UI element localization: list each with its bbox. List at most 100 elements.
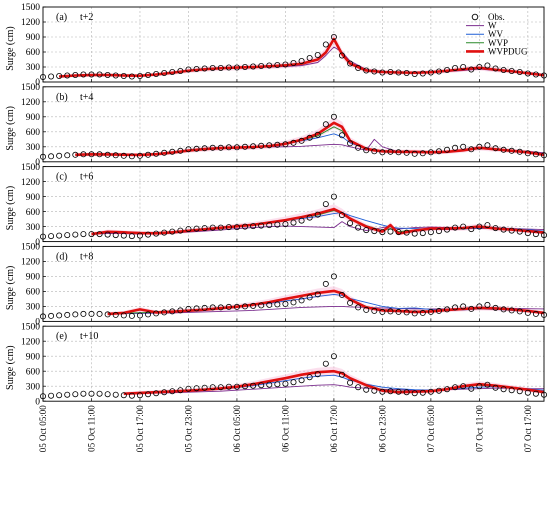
obs-point — [258, 222, 265, 229]
obs-point — [136, 392, 143, 399]
obs-point — [56, 73, 63, 80]
obs-point — [233, 383, 240, 390]
obs-point — [532, 310, 539, 317]
y-axis-label: Surge (cm) — [5, 106, 16, 151]
obs-point — [355, 144, 362, 151]
obs-point — [395, 229, 402, 236]
series-line-w — [123, 384, 544, 395]
obs-point — [128, 73, 135, 80]
x-tick-label: 07 Oct 05:00 — [426, 405, 436, 452]
obs-point — [209, 65, 216, 72]
obs-point — [282, 61, 289, 68]
obs-point — [524, 309, 531, 316]
obs-point — [250, 143, 257, 150]
obs-point — [363, 147, 370, 154]
legend-label: Obs. — [488, 12, 505, 22]
obs-point — [411, 230, 418, 237]
obs-point — [460, 383, 467, 390]
obs-point — [282, 141, 289, 148]
obs-point — [411, 390, 418, 397]
obs-point — [306, 294, 313, 301]
x-tick-label: 06 Oct 17:00 — [329, 405, 339, 452]
obs-point — [209, 384, 216, 391]
obs-point — [161, 389, 168, 396]
y-tick-label: 1200 — [21, 258, 40, 268]
obs-point — [209, 304, 216, 311]
panel-d: 0 300 600 900 1200 1500 Surge (cm) (d) t+8 — [5, 243, 548, 328]
obs-point — [161, 309, 168, 316]
obs-point — [153, 150, 160, 157]
obs-point — [492, 384, 499, 391]
y-tick-label: 0 — [35, 78, 40, 88]
y-tick-label: 1500 — [21, 163, 40, 173]
obs-point — [153, 230, 160, 237]
obs-point — [500, 226, 507, 233]
obs-point — [64, 152, 71, 159]
obs-point — [112, 311, 119, 318]
obs-point — [444, 306, 451, 313]
obs-point — [347, 299, 354, 306]
panel-frame — [42, 325, 545, 402]
obs-point — [128, 312, 135, 319]
obs-point — [395, 388, 402, 395]
obs-point — [88, 71, 95, 78]
obs-point — [314, 131, 321, 138]
obs-point — [120, 152, 127, 159]
obs-point — [136, 312, 143, 319]
obs-point — [484, 62, 491, 69]
panel-label: (d) — [56, 251, 68, 262]
y-tick-label: 1500 — [21, 322, 40, 332]
obs-point — [136, 73, 143, 80]
obs-point — [193, 225, 200, 232]
obs-point — [209, 224, 216, 231]
obs-point — [96, 71, 103, 78]
obs-point — [266, 301, 273, 308]
panel-lead-time: t+4 — [80, 92, 93, 103]
obs-point — [80, 71, 87, 78]
obs-point — [104, 231, 111, 238]
y-tick-label: 900 — [26, 193, 41, 203]
obs-point — [314, 52, 321, 59]
panel-lead-time: t+6 — [80, 172, 93, 183]
obs-point — [258, 382, 265, 389]
legend-label: WVP — [488, 38, 508, 48]
y-tick-label: 900 — [26, 113, 41, 123]
obs-point — [242, 64, 249, 71]
obs-point — [403, 149, 410, 156]
obs-point — [177, 147, 184, 154]
obs-point — [290, 60, 297, 67]
obs-point — [112, 391, 119, 398]
y-tick-label: 600 — [26, 288, 41, 298]
obs-point — [508, 68, 515, 75]
obs-point — [201, 304, 208, 311]
panel-lead-time: t+2 — [80, 12, 93, 23]
y-tick-label: 600 — [26, 48, 41, 58]
obs-point — [476, 143, 483, 150]
obs-point — [500, 386, 507, 393]
obs-point — [225, 224, 232, 231]
obs-point — [169, 228, 176, 235]
obs-point — [298, 137, 305, 144]
obs-point — [217, 384, 224, 391]
obs-point — [468, 146, 475, 153]
y-tick-label: 1200 — [21, 337, 40, 347]
obs-point — [145, 151, 152, 158]
obs-point — [444, 386, 451, 393]
obs-point — [169, 69, 176, 76]
obs-point — [500, 306, 507, 313]
obs-point — [290, 219, 297, 226]
obs-point — [225, 64, 232, 71]
y-tick-label: 600 — [26, 128, 41, 138]
obs-point — [484, 381, 491, 388]
obs-point — [145, 391, 152, 398]
obs-point — [492, 225, 499, 232]
obs-point — [88, 390, 95, 397]
y-tick-label: 1200 — [21, 18, 40, 28]
obs-point — [452, 144, 459, 151]
obs-point — [242, 303, 249, 310]
obs-point — [177, 227, 184, 234]
obs-point — [217, 65, 224, 72]
obs-point — [306, 134, 313, 141]
obs-point — [532, 151, 539, 158]
